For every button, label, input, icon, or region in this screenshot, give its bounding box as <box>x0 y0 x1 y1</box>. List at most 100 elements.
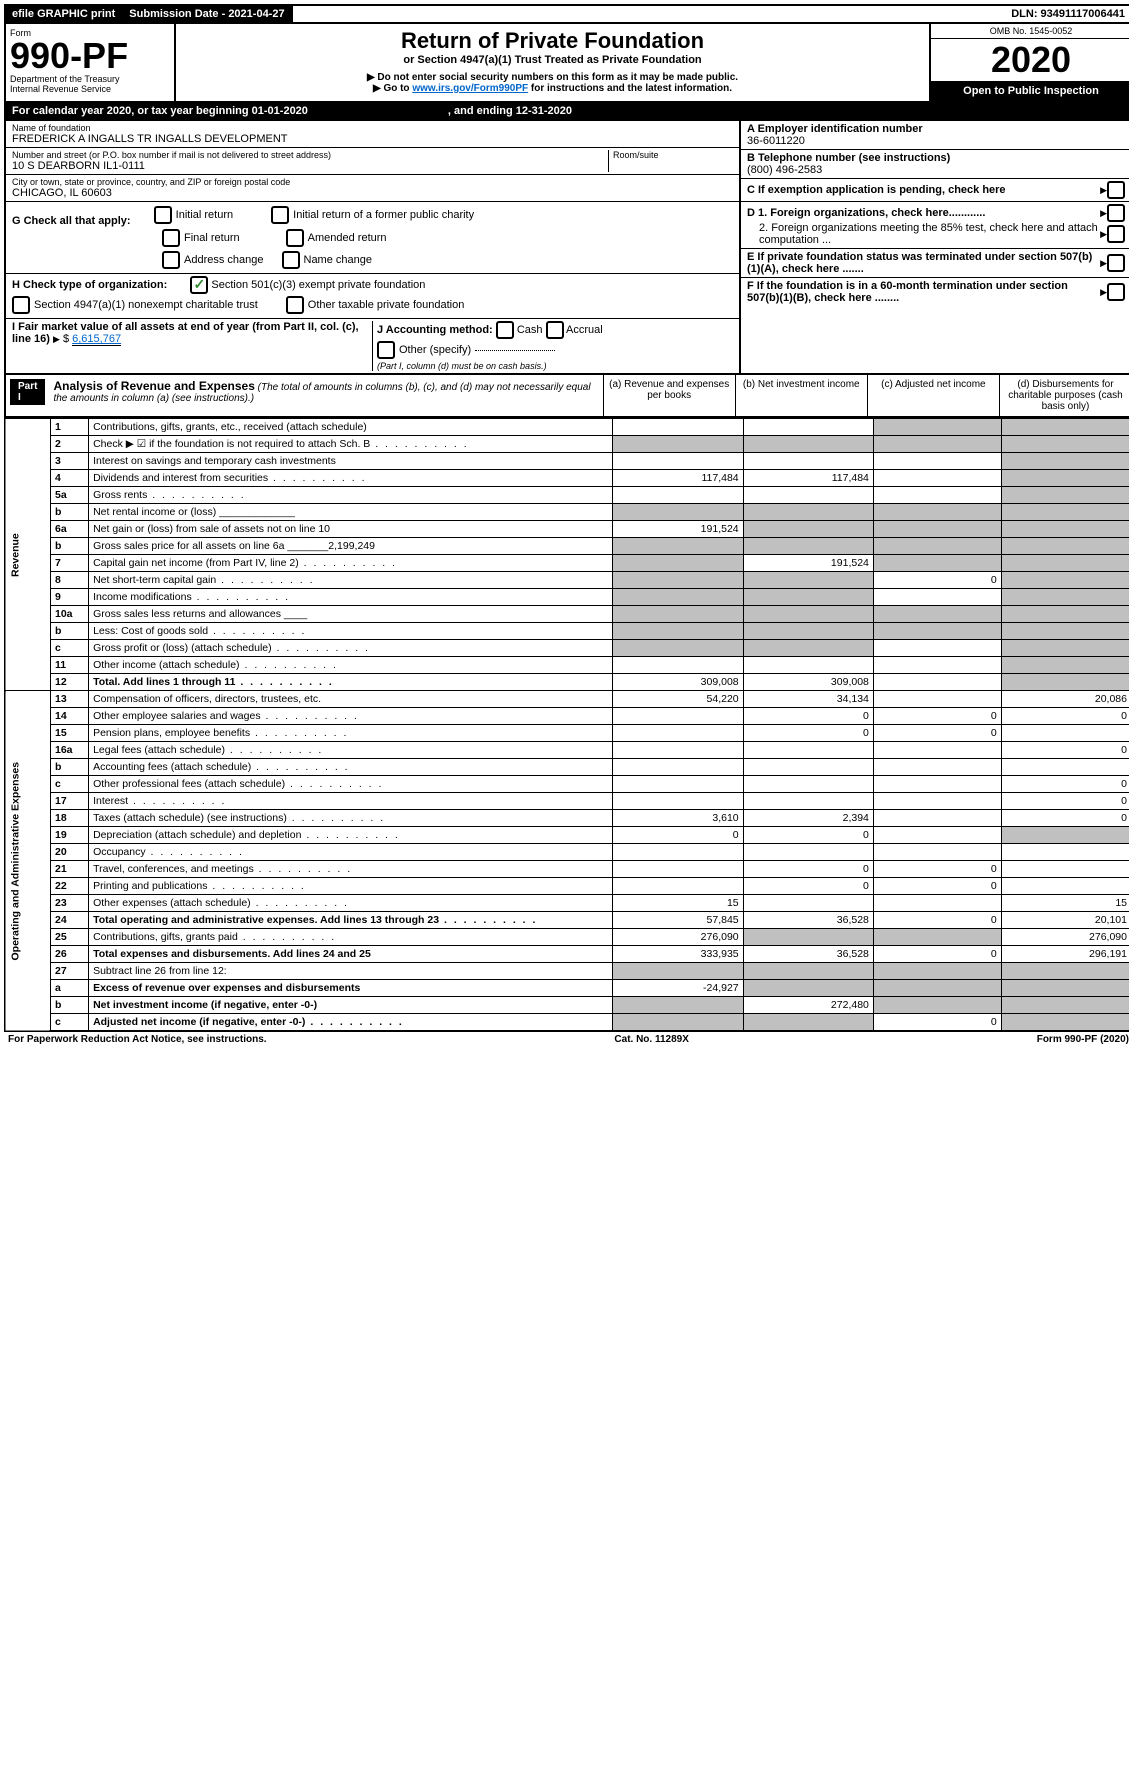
60month-checkbox[interactable] <box>1107 283 1125 301</box>
line-number: 4 <box>51 470 89 487</box>
4947-checkbox[interactable] <box>12 296 30 314</box>
line-description: Adjusted net income (if negative, enter … <box>89 1014 613 1032</box>
ein-cell: A Employer identification number 36-6011… <box>741 121 1129 150</box>
value-cell: 0 <box>873 861 1001 878</box>
line-description: Printing and publications <box>89 878 613 895</box>
value-cell: 15 <box>1001 895 1129 912</box>
table-row: 25Contributions, gifts, grants paid276,0… <box>5 929 1129 946</box>
line-number: 7 <box>51 555 89 572</box>
value-cell <box>743 657 873 674</box>
value-cell <box>1001 861 1129 878</box>
footer: For Paperwork Reduction Act Notice, see … <box>4 1032 1129 1047</box>
amended-checkbox[interactable] <box>286 229 304 247</box>
value-cell <box>873 623 1001 640</box>
value-cell <box>1001 759 1129 776</box>
value-cell <box>613 436 743 453</box>
final-return-checkbox[interactable] <box>162 229 180 247</box>
value-cell: 0 <box>1001 708 1129 725</box>
value-cell <box>1001 487 1129 504</box>
value-cell <box>743 793 873 810</box>
address-change-checkbox[interactable] <box>162 251 180 269</box>
part1-header-row: Part I Analysis of Revenue and Expenses … <box>4 375 1129 418</box>
value-cell: 0 <box>873 725 1001 742</box>
addr-label: Number and street (or P.O. box number if… <box>12 150 608 160</box>
name-change-checkbox[interactable] <box>282 251 300 269</box>
footer-center: Cat. No. 11289X <box>614 1034 688 1045</box>
value-cell <box>743 640 873 657</box>
table-row: 4Dividends and interest from securities1… <box>5 470 1129 487</box>
value-cell <box>873 776 1001 793</box>
501c3-checkbox[interactable] <box>190 276 208 294</box>
table-row: 8Net short-term capital gain0 <box>5 572 1129 589</box>
value-cell <box>1001 555 1129 572</box>
table-row: 24Total operating and administrative exp… <box>5 912 1129 929</box>
table-row: 14Other employee salaries and wages000 <box>5 708 1129 725</box>
line-description: Depreciation (attach schedule) and deple… <box>89 827 613 844</box>
line-description: Net short-term capital gain <box>89 572 613 589</box>
arrow-icon <box>1100 184 1107 196</box>
value-cell: 276,090 <box>613 929 743 946</box>
table-row: 22Printing and publications00 <box>5 878 1129 895</box>
arrow-icon <box>1100 207 1107 219</box>
value-cell <box>613 997 743 1014</box>
arrow-icon <box>53 333 60 345</box>
line-number: 1 <box>51 419 89 436</box>
value-cell <box>743 538 873 555</box>
efile-label[interactable]: efile GRAPHIC print <box>6 6 123 22</box>
line-description: Interest <box>89 793 613 810</box>
other-specify-input[interactable] <box>475 350 555 351</box>
value-cell <box>1001 657 1129 674</box>
value-cell <box>613 963 743 980</box>
accrual-checkbox[interactable] <box>546 321 564 339</box>
value-cell <box>1001 640 1129 657</box>
other-method-checkbox[interactable] <box>377 341 395 359</box>
foreign-org-checkbox[interactable] <box>1107 204 1125 222</box>
status-terminated-checkbox[interactable] <box>1107 254 1125 272</box>
fmv-value[interactable]: 6,615,767 <box>72 333 121 346</box>
value-cell <box>873 844 1001 861</box>
value-cell <box>613 538 743 555</box>
line-description: Other employee salaries and wages <box>89 708 613 725</box>
table-row: 18Taxes (attach schedule) (see instructi… <box>5 810 1129 827</box>
line-description: Gross profit or (loss) (attach schedule) <box>89 640 613 657</box>
calendar-year-row: For calendar year 2020, or tax year begi… <box>4 103 1129 121</box>
instructions-link[interactable]: www.irs.gov/Form990PF <box>412 83 528 94</box>
line-description: Occupancy <box>89 844 613 861</box>
table-row: 26Total expenses and disbursements. Add … <box>5 946 1129 963</box>
line-description: Excess of revenue over expenses and disb… <box>89 980 613 997</box>
exemption-pending-checkbox[interactable] <box>1107 181 1125 199</box>
value-cell <box>873 657 1001 674</box>
line-description: Accounting fees (attach schedule) <box>89 759 613 776</box>
value-cell <box>1001 470 1129 487</box>
line-number: 10a <box>51 606 89 623</box>
initial-former-checkbox[interactable] <box>271 206 289 224</box>
city: CHICAGO, IL 60603 <box>12 187 733 199</box>
c-label: C If exemption application is pending, c… <box>747 184 1100 196</box>
initial-return-checkbox[interactable] <box>154 206 172 224</box>
line-description: Compensation of officers, directors, tru… <box>89 691 613 708</box>
value-cell: 36,528 <box>743 912 873 929</box>
ij-cell: I Fair market value of all assets at end… <box>6 319 739 373</box>
value-cell <box>743 589 873 606</box>
table-row: cOther professional fees (attach schedul… <box>5 776 1129 793</box>
line-description: Total operating and administrative expen… <box>89 912 613 929</box>
cal-year-a: For calendar year 2020, or tax year begi… <box>12 105 308 117</box>
value-cell: 333,935 <box>613 946 743 963</box>
line-number: 16a <box>51 742 89 759</box>
value-cell: 0 <box>1001 810 1129 827</box>
city-label: City or town, state or province, country… <box>12 177 733 187</box>
value-cell <box>873 487 1001 504</box>
table-row: 20Occupancy <box>5 844 1129 861</box>
part1-title: Analysis of Revenue and Expenses <box>53 379 254 393</box>
other-taxable-checkbox[interactable] <box>286 296 304 314</box>
line-description: Taxes (attach schedule) (see instruction… <box>89 810 613 827</box>
cash-checkbox[interactable] <box>496 321 514 339</box>
value-cell: 0 <box>743 861 873 878</box>
line-number: 12 <box>51 674 89 691</box>
value-cell <box>1001 623 1129 640</box>
value-cell <box>1001 725 1129 742</box>
line-number: 17 <box>51 793 89 810</box>
value-cell <box>613 657 743 674</box>
foreign-85-checkbox[interactable] <box>1107 225 1125 243</box>
table-row: bGross sales price for all assets on lin… <box>5 538 1129 555</box>
